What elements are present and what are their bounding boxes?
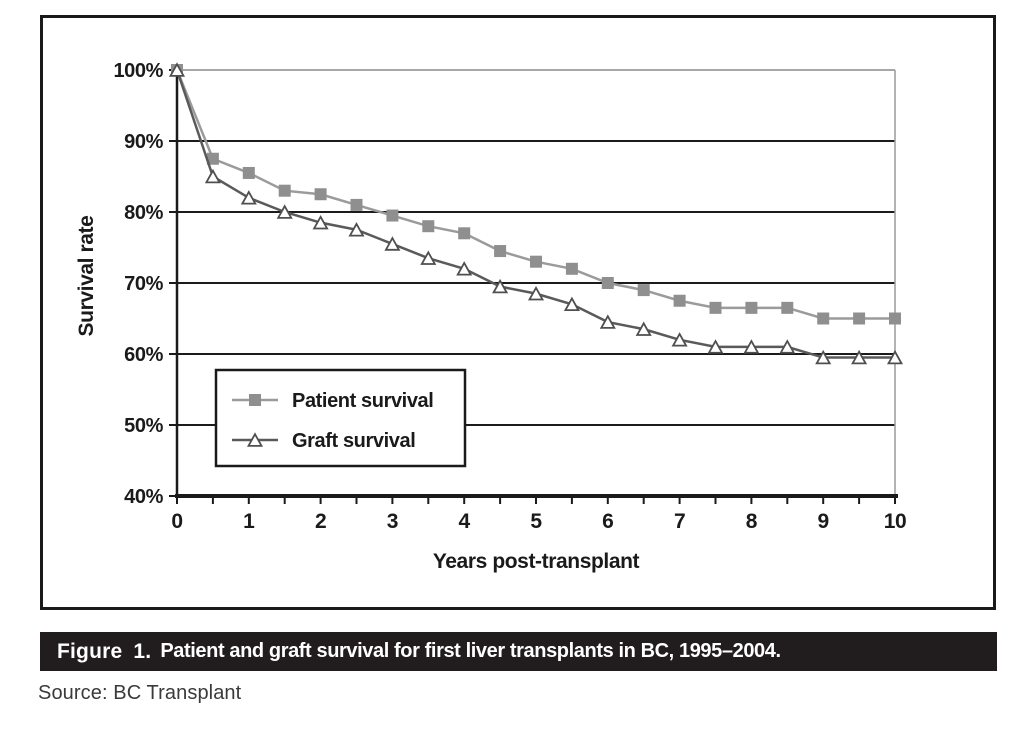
x-tick-label: 2: [315, 510, 326, 533]
survival-line-chart: 40% 50% 60% 70% 80% 90% 100% 0 1 2 3 4 5 6 7 8 9 10 Years …: [75, 60, 907, 573]
legend-label: Graft survival: [292, 430, 415, 452]
series-marker-triangle: [168, 62, 186, 77]
series-marker-triangle: [815, 349, 832, 365]
series-marker-square: [422, 220, 435, 233]
series-marker-square: [745, 301, 758, 314]
x-tick-label: 8: [746, 510, 758, 533]
series-marker-triangle: [707, 339, 724, 354]
figure-caption-text: Patient and graft survival for first liv…: [160, 640, 781, 662]
series-marker-triangle: [743, 339, 760, 354]
y-tick-label: 90%: [124, 131, 163, 153]
series-marker-triangle: [671, 332, 688, 347]
y-tick-label: 60%: [124, 344, 163, 366]
series-marker-triangle: [599, 314, 616, 329]
series-graft-survival: [168, 62, 904, 365]
series-marker-square: [853, 312, 866, 325]
legend: Patient survival Graft survival: [214, 368, 467, 468]
series-marker-square: [278, 184, 291, 197]
figure-caption-label: Figure 1.: [57, 639, 152, 663]
source-line: Source: BC Transplant: [38, 682, 242, 704]
y-tick-label: 80%: [124, 202, 163, 224]
series-marker-square: [817, 312, 830, 325]
series-marker-square: [386, 209, 399, 222]
series-marker-triangle: [635, 321, 652, 336]
y-tick-label: 100%: [113, 60, 163, 82]
y-tick-label: 50%: [124, 415, 163, 437]
series-marker-square: [637, 284, 650, 297]
series-marker-square: [601, 277, 614, 289]
series-marker-triangle: [563, 296, 580, 312]
series-marker-triangle: [527, 285, 545, 301]
series-marker-square: [242, 166, 255, 179]
series-marker-square: [530, 255, 542, 268]
y-axis-title: Survival rate: [75, 216, 98, 337]
series-marker-triangle: [204, 168, 221, 184]
series-marker-triangle: [420, 250, 437, 265]
x-tick-label: 3: [387, 510, 398, 533]
x-tick-label: 7: [674, 510, 685, 533]
series-marker-triangle: [851, 349, 868, 365]
series-marker-triangle: [456, 261, 473, 276]
x-tick-label: 10: [884, 510, 907, 533]
x-axis-title: Years post-transplant: [433, 550, 640, 573]
series-marker-square: [314, 188, 327, 201]
series-marker-triangle: [348, 222, 365, 237]
series-marker-triangle: [312, 214, 329, 230]
x-tick-label: 0: [171, 510, 182, 533]
series-marker-square: [458, 227, 471, 240]
series-marker-triangle: [276, 204, 293, 219]
x-tick-label: 6: [602, 510, 613, 533]
figure-caption-bar: Figure 1. Patient and graft survival for…: [40, 632, 997, 671]
series-marker-square: [350, 198, 363, 211]
series-marker-triangle: [492, 278, 509, 294]
series-marker-triangle: [246, 432, 264, 447]
series-marker-triangle: [886, 349, 904, 365]
series-marker-triangle: [240, 190, 257, 205]
legend-box: [214, 368, 467, 468]
x-tick-label: 5: [530, 510, 542, 533]
series-marker-square: [781, 301, 794, 314]
x-tick-label: 9: [818, 510, 829, 533]
legend-entry: Patient survival: [232, 390, 434, 412]
series-marker-square: [673, 294, 686, 307]
series-marker-triangle: [384, 236, 401, 251]
y-tick-label: 40%: [124, 486, 163, 508]
series-marker-square: [889, 312, 901, 325]
series-patient-survival: [171, 64, 901, 325]
series-marker-square: [709, 301, 722, 314]
x-tick-label: 4: [459, 510, 471, 533]
x-tick-label: 1: [243, 510, 255, 533]
series-marker-square: [494, 245, 507, 258]
legend-label: Patient survival: [292, 390, 433, 412]
series-marker-square: [565, 262, 578, 275]
series-marker-triangle: [779, 339, 796, 354]
y-tick-label: 70%: [124, 273, 163, 295]
chart-box: 40% 50% 60% 70% 80% 90% 100% 0 1 2 3 4 5 6 7 8 9 10 Years …: [40, 15, 996, 610]
series-marker-square: [249, 394, 261, 406]
legend-entry: Graft survival: [232, 430, 416, 452]
